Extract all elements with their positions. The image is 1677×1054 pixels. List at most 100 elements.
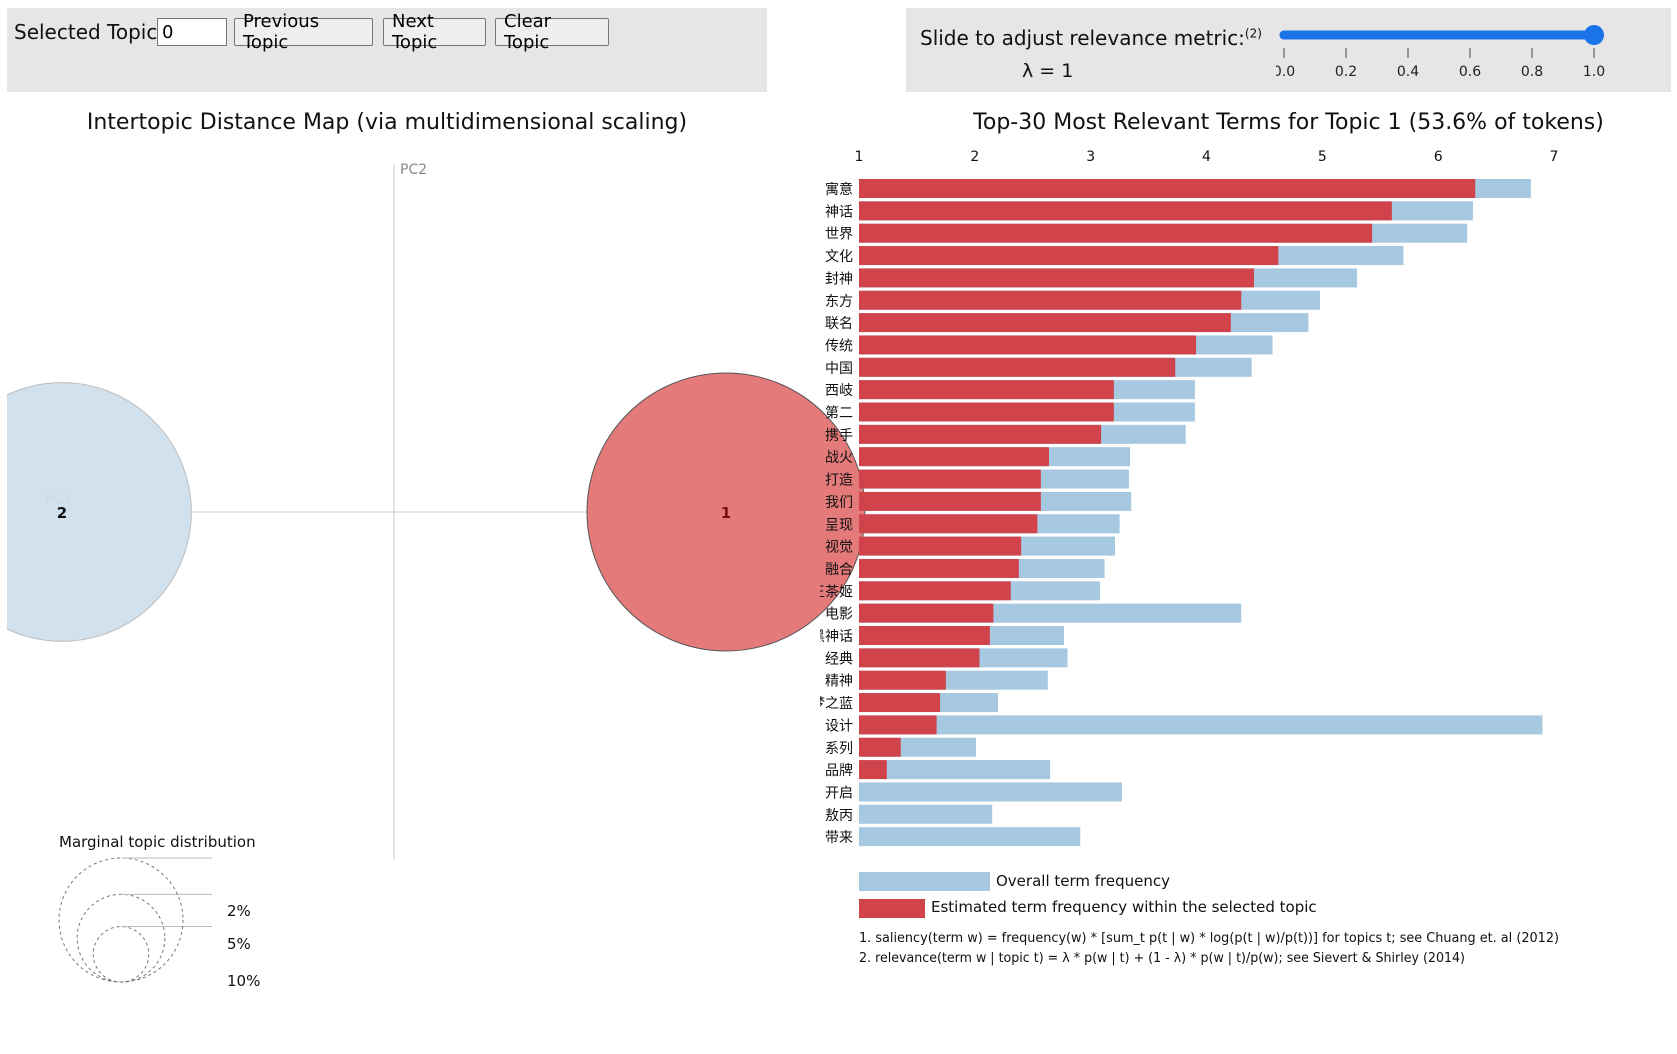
topic-circle-2[interactable]	[7, 383, 191, 642]
topic-frequency-bar[interactable]	[859, 223, 1373, 243]
overall-frequency-bar[interactable]	[859, 760, 1051, 780]
term-label[interactable]: 黑神话	[820, 629, 853, 645]
topic-frequency-bar[interactable]	[859, 313, 1231, 333]
term-label[interactable]: 敖丙	[825, 808, 853, 824]
term-label[interactable]: 神话	[825, 204, 853, 220]
term-label[interactable]: 世界	[825, 227, 853, 243]
topic-frequency-bar[interactable]	[859, 648, 980, 668]
previous-topic-button[interactable]: Previous Topic	[234, 11, 373, 53]
next-topic-button[interactable]: Next Topic	[383, 11, 486, 53]
topic-label-1: 1	[721, 504, 731, 522]
topic-circle-1[interactable]	[587, 373, 865, 651]
intertopic-distance-map: PC2PC112Marginal topic distribution2%5%1…	[7, 160, 907, 990]
legend-label-10: 10%	[227, 972, 260, 990]
topic-frequency-bar[interactable]	[859, 380, 1114, 400]
term-label[interactable]: 视觉	[825, 540, 853, 556]
topic-frequency-bar[interactable]	[859, 179, 1476, 198]
relevance-slider-panel: Slide to adjust relevance metric:(2) λ =…	[906, 8, 1671, 92]
overall-frequency-bar[interactable]	[859, 827, 1081, 847]
footnote-2: 2. relevance(term w | topic t) = λ * p(w…	[859, 951, 1465, 966]
overall-frequency-bar[interactable]	[859, 804, 993, 824]
legend-circle-5	[76, 893, 166, 983]
slider-tick-label: 0.8	[1521, 64, 1543, 80]
slider-label: Slide to adjust relevance metric:(2)	[920, 26, 1262, 50]
x-tick-label: 3	[1086, 150, 1095, 165]
term-label[interactable]: 设计	[825, 718, 853, 734]
term-label[interactable]: 传统	[825, 338, 853, 354]
term-label[interactable]: 电影	[825, 607, 853, 623]
pc2-axis-label: PC2	[400, 162, 427, 178]
term-label[interactable]: 西岐	[825, 383, 853, 399]
topic-frequency-bar[interactable]	[859, 447, 1049, 467]
topic-frequency-bar[interactable]	[859, 581, 1011, 601]
term-label[interactable]: 系列	[825, 741, 853, 757]
intertopic-map-title: Intertopic Distance Map (via multidimens…	[86, 110, 688, 135]
mds-plot: PC2PC112	[7, 162, 865, 860]
topic-frequency-bar[interactable]	[859, 715, 937, 735]
term-bar-chart: 1 2 3 4 5 6 7 寓意神话世界文化封神东方联名传统中国西岐第二携手战火打造我们呈现视…	[820, 150, 1559, 966]
selected-topic-label: Selected Topic:	[14, 20, 165, 44]
selected-topic-input[interactable]	[157, 18, 227, 46]
topic-label-2: 2	[57, 504, 67, 522]
term-label[interactable]: 我们	[825, 495, 853, 511]
term-label[interactable]: 寓意	[825, 181, 853, 198]
term-label[interactable]: 中国	[825, 361, 853, 377]
slider-tick-label: 0.2	[1335, 64, 1357, 80]
topic-frequency-bar[interactable]	[859, 491, 1041, 511]
topic-frequency-bar[interactable]	[859, 737, 901, 757]
term-label[interactable]: 战火	[825, 450, 853, 466]
x-tick-label: 7	[1550, 150, 1559, 165]
clear-topic-button[interactable]: Clear Topic	[495, 11, 609, 53]
legend-label-5: 5%	[227, 935, 251, 953]
overall-frequency-bar[interactable]	[859, 782, 1122, 802]
topic-frequency-bar[interactable]	[859, 469, 1041, 489]
legend-circle-10	[58, 857, 184, 983]
term-label[interactable]: 融合	[825, 562, 853, 578]
term-label[interactable]: 封神	[825, 271, 853, 287]
term-label[interactable]: 经典	[825, 651, 853, 667]
term-label[interactable]: 联名	[825, 316, 853, 332]
slider-label-text: Slide to adjust relevance metric:	[920, 26, 1245, 50]
slider-tick-label: 0.0	[1276, 64, 1295, 80]
overall-frequency-bar[interactable]	[859, 715, 1543, 735]
topic-frequency-bar[interactable]	[859, 603, 994, 623]
term-label[interactable]: 东方	[825, 294, 853, 310]
term-label[interactable]: 开启	[825, 785, 853, 801]
term-label[interactable]: 品牌	[825, 762, 853, 779]
topic-frequency-bar[interactable]	[859, 760, 887, 780]
topic-frequency-bar[interactable]	[859, 268, 1254, 288]
term-label[interactable]: 第二	[825, 405, 853, 422]
topic-frequency-bar[interactable]	[859, 536, 1022, 556]
topic-frequency-bar[interactable]	[859, 201, 1392, 221]
topic-frequency-bar[interactable]	[859, 357, 1176, 377]
topic-frequency-bar[interactable]	[859, 290, 1242, 310]
topic-frequency-bar[interactable]	[859, 246, 1279, 266]
footnote-1: 1. saliency(term w) = frequency(w) * [su…	[859, 931, 1559, 946]
slider-handle[interactable]	[1584, 25, 1604, 45]
x-tick-label: 4	[1202, 150, 1211, 165]
slider-footnote-mark: (2)	[1244, 26, 1262, 41]
slider-tick-label: 0.4	[1397, 64, 1419, 80]
topic-frequency-bar[interactable]	[859, 626, 990, 645]
topic-frequency-bar[interactable]	[859, 402, 1114, 422]
term-label[interactable]: 精神	[825, 674, 853, 690]
term-label[interactable]: 打造	[825, 472, 853, 489]
topic-frequency-bar[interactable]	[859, 693, 941, 713]
topic-frequency-bar[interactable]	[859, 335, 1197, 355]
term-label[interactable]: 霸王茶姬	[820, 584, 853, 600]
term-label[interactable]: 呈现	[825, 517, 853, 533]
legend-estimated-swatch	[859, 899, 925, 918]
slider-tick-label: 1.0	[1583, 64, 1605, 80]
term-label[interactable]: 文化	[825, 249, 853, 265]
topic-frequency-bar[interactable]	[859, 514, 1038, 534]
legend-circle-2	[92, 926, 150, 983]
x-tick-label: 1	[855, 150, 864, 165]
term-label[interactable]: 带来	[825, 830, 853, 846]
term-label[interactable]: 携手	[825, 428, 853, 444]
term-label[interactable]: 梦之蓝	[820, 696, 853, 712]
topic-frequency-bar[interactable]	[859, 558, 1019, 578]
legend-overall-swatch	[859, 872, 990, 891]
topic-frequency-bar[interactable]	[859, 424, 1102, 444]
relevance-slider[interactable]: 0.0 0.2 0.4 0.6 0.8 1.0	[1276, 14, 1636, 84]
topic-frequency-bar[interactable]	[859, 670, 946, 690]
